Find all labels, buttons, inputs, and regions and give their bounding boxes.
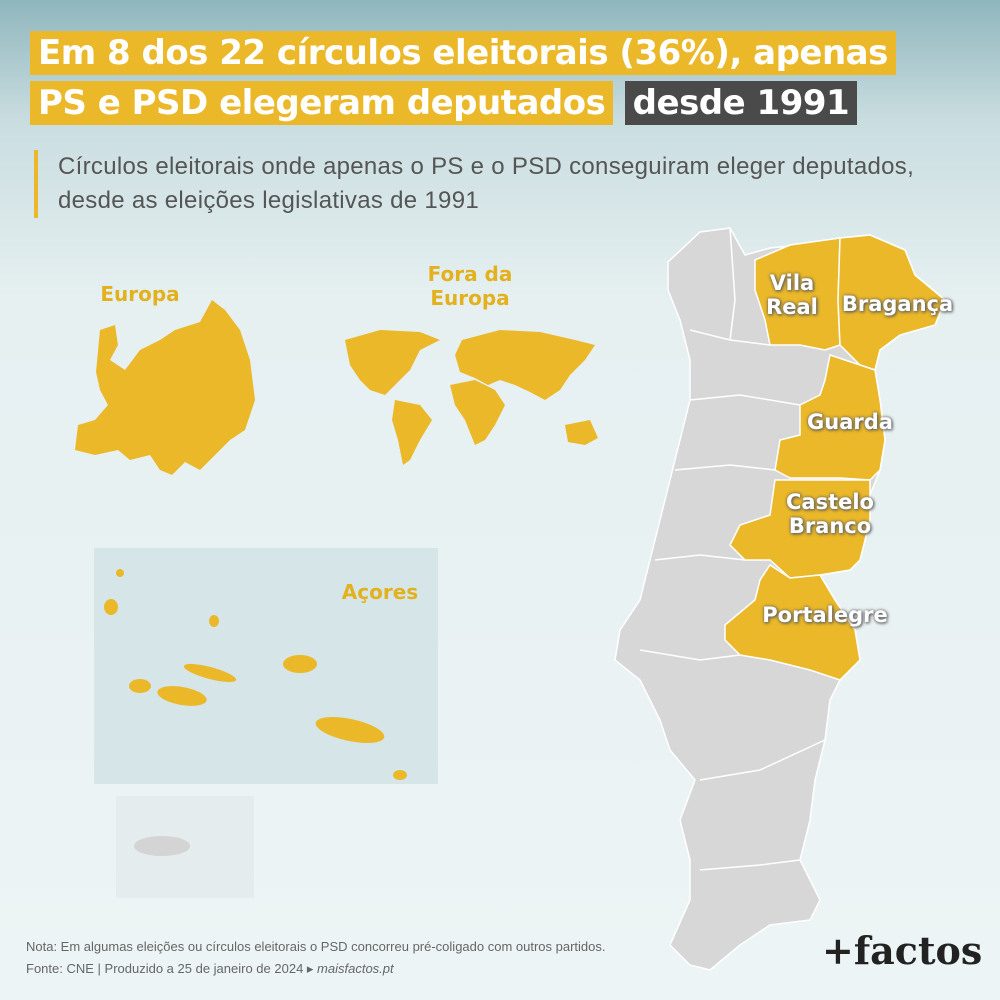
- title-line: PS e PSD elegeram deputados: [30, 81, 614, 125]
- source: Fonte: CNE: [26, 961, 94, 976]
- footer: Nota: Em algumas eleições ou círculos el…: [26, 936, 606, 980]
- title-line: Em 8 dos 22 círculos eleitorais (36%), a…: [30, 31, 896, 75]
- district-label: Bragança: [841, 292, 954, 316]
- district-label: Guarda: [807, 410, 893, 434]
- label-azores: Açores: [341, 580, 419, 604]
- world-map: [345, 330, 598, 465]
- district-label: Portalegre: [762, 603, 888, 627]
- district-label: Vila Real: [766, 271, 818, 319]
- azores-box: [94, 548, 438, 784]
- produced: Produzido a 25 de janeiro de 2024: [104, 961, 304, 976]
- logo: +factos: [822, 928, 983, 973]
- district-borders: [639, 227, 826, 871]
- europe-map: [75, 300, 255, 475]
- azores-islands: [104, 569, 407, 780]
- madeira-island: [134, 836, 190, 856]
- district-label: Castelo Branco: [786, 490, 874, 538]
- note: Nota: Em algumas eleições ou círculos el…: [26, 939, 606, 954]
- subtitle-line: Círculos eleitorais onde apenas o PS e o…: [58, 153, 915, 180]
- label-europe: Europa: [100, 282, 180, 306]
- credits: Fonte: CNE | Produzido a 25 de janeiro d…: [26, 961, 394, 976]
- site: maisfactos.pt: [317, 961, 394, 976]
- highlighted-districts: [724, 234, 946, 681]
- subtitle: Círculos eleitorais onde apenas o PS e o…: [34, 150, 914, 218]
- label-outside-europe: Fora da Europa: [427, 262, 513, 310]
- title: Em 8 dos 22 círculos eleitorais (36%), a…: [30, 28, 896, 128]
- title-dark: desde 1991: [624, 81, 858, 125]
- subtitle-line: desde as eleições legislativas de 1991: [58, 187, 480, 214]
